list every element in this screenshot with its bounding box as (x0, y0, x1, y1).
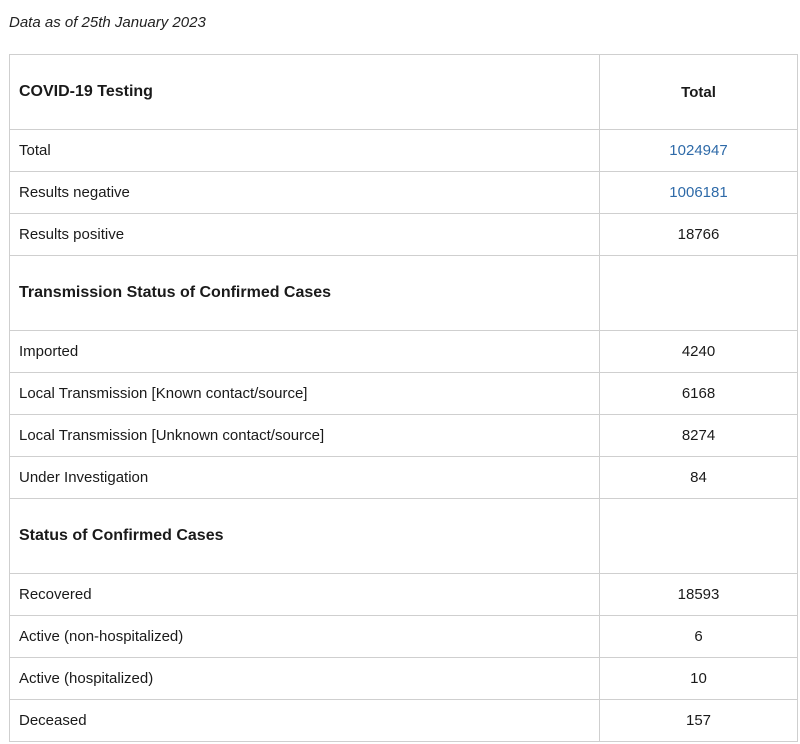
status-section-title: Status of Confirmed Cases (9, 498, 600, 574)
section-header-row: Transmission Status of Confirmed Cases (9, 255, 798, 331)
empty-cell (599, 498, 798, 574)
table-row: Under Investigation 84 (9, 456, 798, 499)
empty-cell (599, 255, 798, 331)
row-value: 18766 (599, 213, 798, 256)
row-label: Local Transmission [Known contact/source… (9, 372, 600, 415)
row-value: 6168 (599, 372, 798, 415)
row-label: Recovered (9, 573, 600, 616)
table-row: Imported 4240 (9, 330, 798, 373)
data-as-of-note: Data as of 25th January 2023 (9, 14, 206, 31)
table-row: Active (hospitalized) 10 (9, 657, 798, 700)
row-value: 4240 (599, 330, 798, 373)
transmission-section-title: Transmission Status of Confirmed Cases (9, 255, 600, 331)
total-column-header: Total (599, 54, 798, 130)
row-value: 8274 (599, 414, 798, 457)
row-label: Deceased (9, 699, 600, 742)
row-label: Local Transmission [Unknown contact/sour… (9, 414, 600, 457)
row-label: Under Investigation (9, 456, 600, 499)
table-header-row: COVID-19 Testing Total (9, 54, 798, 130)
row-label: Active (non-hospitalized) (9, 615, 600, 658)
row-value: 6 (599, 615, 798, 658)
table-row: Results positive 18766 (9, 213, 798, 256)
table-row: Local Transmission [Known contact/source… (9, 372, 798, 415)
table-row: Results negative 1006181 (9, 171, 798, 214)
table-row: Active (non-hospitalized) 6 (9, 615, 798, 658)
row-label: Results negative (9, 171, 600, 214)
row-value: 18593 (599, 573, 798, 616)
results-negative-link[interactable]: 1006181 (599, 171, 798, 214)
table-row: Deceased 157 (9, 699, 798, 742)
section-header-row: Status of Confirmed Cases (9, 498, 798, 574)
row-label: Imported (9, 330, 600, 373)
row-label: Active (hospitalized) (9, 657, 600, 700)
table-row: Recovered 18593 (9, 573, 798, 616)
total-tests-link[interactable]: 1024947 (599, 129, 798, 172)
row-label: Total (9, 129, 600, 172)
covid-stats-table: COVID-19 Testing Total Total 1024947 Res… (9, 54, 798, 742)
table-row: Total 1024947 (9, 129, 798, 172)
row-value: 10 (599, 657, 798, 700)
table-row: Local Transmission [Unknown contact/sour… (9, 414, 798, 457)
testing-section-title: COVID-19 Testing (9, 54, 600, 130)
row-value: 84 (599, 456, 798, 499)
row-label: Results positive (9, 213, 600, 256)
row-value: 157 (599, 699, 798, 742)
